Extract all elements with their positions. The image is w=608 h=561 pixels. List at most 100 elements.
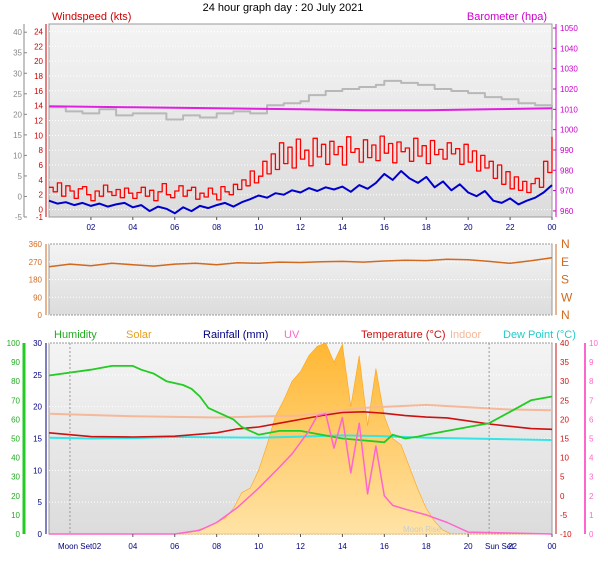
p1-x-tick-label: 22 <box>506 223 515 232</box>
grey-pressure-trace <box>49 79 553 121</box>
p3-x-tick-label: 08 <box>212 542 221 551</box>
p1-x-tick-label: 06 <box>170 223 179 232</box>
temp-tick-label: 40 <box>560 339 569 348</box>
p1-x-tick-label: 14 <box>338 223 347 232</box>
wind-tick-label: 6 <box>39 161 44 170</box>
outer-tick-label: 0 <box>18 192 23 201</box>
wind-tick-label: 18 <box>34 72 43 81</box>
legend-dewpoint: Dew Point (°C) <box>503 329 576 341</box>
baro-tick-label: 1010 <box>560 105 578 114</box>
graph-title: 24 hour graph day : 20 July 2021 <box>203 2 364 14</box>
p3-x-tick-label: 14 <box>338 542 347 551</box>
temp-tick-label: 35 <box>560 358 569 367</box>
uv-line <box>49 412 553 535</box>
humidity-tick-label: 60 <box>11 415 20 424</box>
p1-x-tick-label: 18 <box>422 223 431 232</box>
outer-tick-label: 15 <box>13 131 22 140</box>
uv-tick-label: 9 <box>589 358 594 367</box>
p3-x-tick-label: 10 <box>254 542 263 551</box>
baro-tick-label: 990 <box>560 146 574 155</box>
indoor-temp-line <box>48 403 553 419</box>
temp-tick-label: -5 <box>560 511 568 520</box>
pressure-line <box>48 105 553 112</box>
dir-tick-label: 360 <box>29 240 43 249</box>
wind-tick-label: 8 <box>39 146 44 155</box>
outer-tick-label: 30 <box>13 69 22 78</box>
humidity-tick-label: 50 <box>11 435 20 444</box>
rain-tick-label: 0 <box>38 530 43 539</box>
dir-tick-label: 90 <box>33 293 42 302</box>
uv-tick-label: 3 <box>589 473 594 482</box>
temp-tick-label: 25 <box>560 396 569 405</box>
p3-x-tick-label: 00 <box>548 542 557 551</box>
rain-tick-label: 20 <box>33 403 42 412</box>
p3-x-tick-label: 16 <box>380 542 389 551</box>
p3-x-tick-label: 18 <box>422 542 431 551</box>
temp-tick-label: 0 <box>560 492 565 501</box>
uv-tick-label: 10 <box>589 339 598 348</box>
baro-tick-label: 1000 <box>560 126 578 135</box>
uv-tick-label: 2 <box>589 492 594 501</box>
p1-x-tick-label: 16 <box>380 223 389 232</box>
windspeed-label: Windspeed (kts) <box>52 11 131 23</box>
wind-tick-label: 4 <box>39 176 44 185</box>
dir-tick-label: 270 <box>29 258 43 267</box>
wind-tick-label: 16 <box>34 87 43 96</box>
compass-label: N <box>561 237 570 251</box>
p1-x-tick-label: 12 <box>296 223 305 232</box>
outer-tick-label: -5 <box>15 213 23 222</box>
baro-tick-label: 1030 <box>560 65 578 74</box>
barometer-label: Barometer (hpa) <box>467 11 547 23</box>
p1-x-tick-label: 00 <box>548 223 557 232</box>
legend-solar: Solar <box>126 329 152 341</box>
legend-uv: UV <box>284 329 300 341</box>
wind-tick-label: 22 <box>34 42 43 51</box>
temp-tick-label: 30 <box>560 377 569 386</box>
p3-x-tick-label: 22 <box>508 542 517 551</box>
legend-humidity: Humidity <box>54 329 97 341</box>
wind-tick-label: 10 <box>34 131 43 140</box>
legend-rainfall: Rainfall (mm) <box>203 329 268 341</box>
humidity-tick-label: 100 <box>7 339 21 348</box>
wind-tick-label: 14 <box>34 102 43 111</box>
outer-tick-label: 10 <box>13 151 22 160</box>
baro-tick-label: 970 <box>560 187 574 196</box>
humidity-tick-label: 90 <box>11 358 20 367</box>
temp-tick-label: 5 <box>560 473 565 482</box>
p1-x-tick-label: 04 <box>128 223 137 232</box>
outer-tick-label: 35 <box>13 49 22 58</box>
baro-tick-label: 1040 <box>560 44 578 53</box>
panel-1-background <box>48 23 553 218</box>
wind-tick-label: 12 <box>34 117 43 126</box>
humidity-tick-label: 40 <box>11 454 20 463</box>
humidity-tick-label: 80 <box>11 377 20 386</box>
outer-tick-label: 40 <box>13 28 22 37</box>
moonset-label: Moon Set02 <box>58 542 102 551</box>
baro-tick-label: 960 <box>560 207 574 216</box>
uv-tick-label: 4 <box>589 454 594 463</box>
uv-tick-label: 1 <box>589 511 594 520</box>
uv-tick-label: 5 <box>589 435 594 444</box>
wind-direction-line <box>48 257 553 268</box>
baro-tick-label: 980 <box>560 166 574 175</box>
wind-tick-label: 20 <box>34 57 43 66</box>
p3-x-tick-label: 20 <box>464 542 473 551</box>
legend-temperature: Temperature (°C) <box>361 329 445 341</box>
p1-x-tick-label: 02 <box>86 223 95 232</box>
legend-indoor: Indoor <box>450 329 482 341</box>
outer-tick-label: 20 <box>13 110 22 119</box>
wind-average-line <box>48 170 553 215</box>
outer-tick-label: 5 <box>18 172 23 181</box>
temp-tick-label: 20 <box>560 415 569 424</box>
baro-tick-label: 1050 <box>560 24 578 33</box>
wind-tick-label: 2 <box>39 191 44 200</box>
p1-x-tick-label: 08 <box>212 223 221 232</box>
dir-tick-label: 0 <box>38 311 43 320</box>
panel-2-background <box>48 243 553 316</box>
sunset-label: Sun Set <box>485 542 514 551</box>
dew-point-line <box>48 434 553 441</box>
temp-tick-label: 10 <box>560 454 569 463</box>
p1-x-tick-label: 10 <box>254 223 263 232</box>
